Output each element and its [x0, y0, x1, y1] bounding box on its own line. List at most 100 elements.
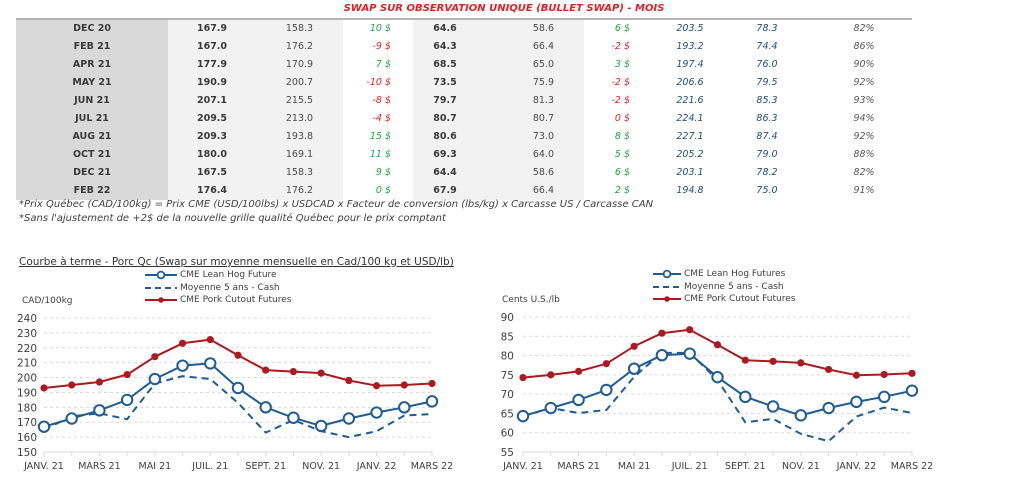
lean-hog-point: [572, 393, 585, 407]
ratio-cell: 82%: [853, 167, 875, 178]
legend-label: CME Lean Hog Future: [180, 270, 277, 281]
qc-price-cad-cell: 209.3: [168, 128, 256, 146]
cutout-cad-cell: 206.6: [676, 77, 704, 88]
lean-hog-open-circle-line-icon: [653, 269, 681, 279]
cutout-cad-cell: 205.2: [676, 149, 704, 160]
x-tick-label: MAI 21: [139, 461, 172, 472]
cash-price-cad-cell: 215.5: [256, 92, 343, 110]
diff-usd-cell: -2 $: [611, 77, 630, 88]
x-tick-label: MAI 21: [618, 461, 651, 472]
diff-cad-cell: 10 $: [369, 23, 391, 34]
diff-usd-cell: -2 $: [611, 41, 630, 52]
x-tick-label: MARS 22: [411, 461, 453, 472]
series-line-1: [43, 375, 433, 439]
lean-hog-point: [176, 359, 189, 372]
legend-label: CME Lean Hog Futures: [684, 269, 786, 280]
y-tick-label: 80: [501, 351, 514, 363]
pork-cutout-point: [797, 359, 805, 367]
month-cell: AUG 21: [16, 128, 168, 146]
pork-cutout-point: [68, 381, 76, 389]
cme-price-usd-cell: 73.5: [413, 74, 477, 92]
cme-price-usd-cell: 80.7: [413, 110, 477, 128]
x-tick-label: JANV. 22: [836, 461, 877, 472]
legend-label: Moyenne 5 ans - Cash: [684, 281, 784, 292]
cash-price-cad-cell: 176.2: [256, 38, 343, 56]
cutout-cad-cell: 227.1: [676, 131, 704, 142]
qc-price-cad-cell: 167.9: [168, 19, 256, 38]
cutout-cad-cell: 194.8: [676, 185, 704, 196]
qc-price-cad-cell: 176.4: [168, 182, 256, 200]
month-cell: JUL 21: [16, 110, 168, 128]
y-tick-label: 220: [17, 343, 37, 355]
legend-item-pork-cutout: CME Pork Cutout Futures: [145, 294, 291, 307]
pork-cutout-point: [95, 378, 104, 386]
cutout-cad-cell: 193.2: [676, 41, 704, 52]
legend-item-pork-cutout: CME Pork Cutout Futures: [653, 293, 795, 306]
qc-price-cad-cell: 209.5: [168, 110, 256, 128]
cash-price-usd-cell: 80.7: [477, 110, 584, 128]
lean-hog-point: [342, 412, 356, 425]
diff-usd-cell: 8 $: [614, 131, 630, 142]
cash-price-cad-cell: 213.0: [256, 110, 343, 128]
x-tick-label: SEPT. 21: [245, 461, 286, 472]
diff-cad-cell: 7 $: [375, 59, 391, 70]
pork-cutout-point: [574, 367, 583, 375]
lean-hog-point: [93, 404, 106, 417]
legend-cad-chart: CME Lean Hog Future Moyenne 5 ans - Cash…: [145, 269, 291, 307]
chart-cad-per-100kg: 150 160 170 180 190 200 210 220 230 240 JANV. 21 MA…: [17, 313, 453, 472]
pork-cutout-point: [713, 341, 722, 349]
y-axis-label-cad: CAD/100kg: [22, 296, 73, 306]
lean-hog-point: [37, 420, 51, 433]
pork-cutout-point: [658, 329, 666, 337]
legend-usd-chart: CME Lean Hog Futures Moyenne 5 ans - Cas…: [653, 268, 795, 306]
lean-hog-point: [878, 390, 891, 404]
footnote-price-formula: *Prix Québec (CAD/100kg) = Prix CME (USD…: [19, 199, 654, 210]
ratio-cell: 93%: [853, 95, 875, 106]
lean-hog-point: [259, 401, 272, 414]
table-row: JUN 21 207.1 215.5 -8 $ 79.7 81.3 -2 $ 221.6 85.…: [16, 92, 912, 110]
legend-label: CME Pork Cutout Futures: [180, 295, 292, 306]
month-cell: OCT 21: [16, 146, 168, 164]
table-row: DEC 20 167.9 158.3 10 $ 64.6 58.6 6 $ 203.5 78.3…: [16, 19, 912, 38]
cme-price-usd-cell: 64.6: [413, 19, 477, 38]
lean-hog-point: [739, 390, 752, 404]
lean-hog-point: [516, 409, 530, 423]
table-row: APR 21 177.9 170.9 7 $ 68.5 65.0 3 $ 197.4 76.0 9…: [16, 56, 912, 74]
footnote-quality-adjustment: *Sans l'ajustement de +2$ de la nouvelle…: [19, 213, 446, 224]
x-tick-label: MARS 21: [557, 461, 599, 472]
y-tick-label: 150: [17, 447, 37, 459]
cash-price-cad-cell: 169.1: [256, 146, 343, 164]
diff-usd-cell: 5 $: [614, 149, 630, 160]
pork-cutout-point: [317, 369, 325, 377]
lean-hog-point: [544, 401, 557, 415]
lean-hog-point: [231, 381, 245, 395]
ratio-cell: 92%: [853, 131, 875, 142]
x-tick-label: JUIL. 21: [671, 461, 708, 472]
qc-price-cad-cell: 177.9: [168, 56, 256, 74]
cutout-cad-cell: 203.5: [676, 23, 704, 34]
pork-cutout-filled-circle-line-icon: [145, 297, 177, 304]
y-tick-label: 55: [501, 447, 514, 459]
dashed-line-icon: [653, 285, 681, 288]
lean-hog-point: [398, 401, 411, 414]
cash-price-usd-cell: 65.0: [477, 56, 584, 74]
x-tick-label: JANV. 21: [502, 461, 543, 472]
lean-hog-point: [314, 419, 328, 433]
table-row: AUG 21 209.3 193.8 15 $ 80.6 73.0 8 $ 227.1 87.4…: [16, 128, 912, 146]
pork-cutout-point: [908, 369, 916, 377]
legend-item-five-year-average: Moyenne 5 ans - Cash: [145, 282, 291, 295]
cme-price-usd-cell: 64.3: [413, 38, 477, 56]
cutout-usd-cell: 86.3: [756, 113, 778, 124]
cutout-usd-cell: 75.0: [756, 185, 778, 196]
table-row: OCT 21 180.0 169.1 11 $ 69.3 64.0 5 $ 205.2 79.0…: [16, 146, 912, 164]
cutout-usd-cell: 78.3: [756, 23, 778, 34]
y-tick-label: 180: [17, 402, 37, 414]
cash-price-cad-cell: 193.8: [256, 128, 343, 146]
dashed-line-icon: [145, 286, 177, 289]
y-tick-label: 75: [501, 370, 514, 382]
y-tick-label: 85: [501, 331, 514, 343]
cash-price-usd-cell: 66.4: [477, 38, 584, 56]
cash-price-cad-cell: 176.2: [256, 182, 343, 200]
ratio-cell: 82%: [853, 23, 875, 34]
